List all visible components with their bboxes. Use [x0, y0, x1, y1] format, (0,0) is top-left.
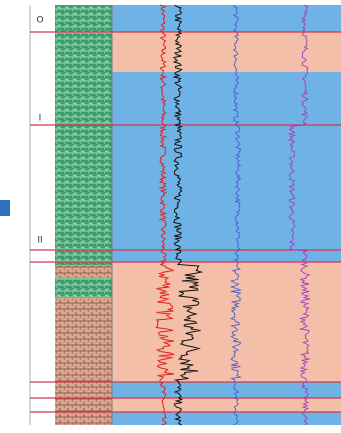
zone-label: II	[37, 236, 42, 246]
well-log-diagram: O I II	[0, 0, 341, 433]
marker	[0, 200, 10, 216]
lithology-green	[55, 278, 112, 298]
zone-label: I	[39, 114, 42, 124]
zone-label: O	[36, 16, 43, 26]
page: O I II (() => { const data = JSON.parse(…	[0, 0, 341, 433]
lithology-green	[55, 5, 112, 265]
